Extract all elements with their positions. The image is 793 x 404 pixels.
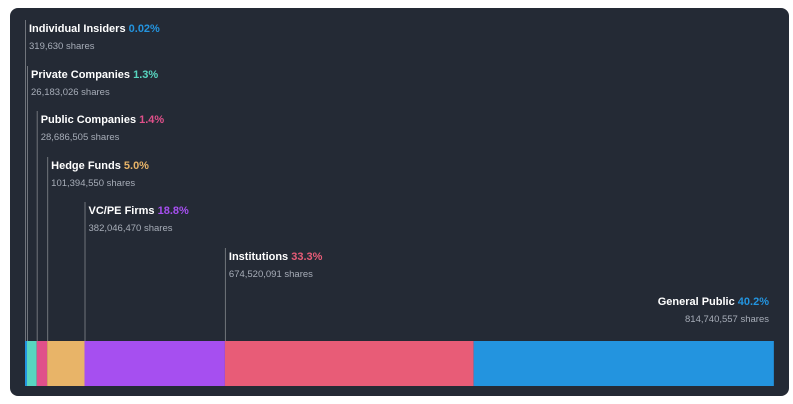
bar-vc-pe-firms [84, 341, 225, 386]
ownership-chart: Individual Insiders 0.02% 319,630 shares P… [25, 20, 774, 386]
segment-name: Private Companies [31, 69, 133, 81]
segment-percent: 40.2% [738, 296, 769, 308]
segment-name: Hedge Funds [51, 160, 124, 172]
segment-name: Individual Insiders [29, 23, 129, 35]
bar-hedge-funds [47, 341, 85, 386]
bar-individual-insiders [25, 341, 27, 386]
segment-title: Private Companies 1.3% [31, 69, 158, 81]
bar-institutions [224, 341, 474, 386]
segment-title: VC/PE Firms 18.8% [89, 205, 189, 217]
segment-percent: 33.3% [291, 251, 322, 263]
segment-percent: 1.4% [139, 114, 164, 126]
segment-title: Institutions 33.3% [229, 251, 323, 263]
segment-percent: 18.8% [158, 205, 189, 217]
segment-percent: 5.0% [124, 160, 149, 172]
bar-public-companies [36, 341, 48, 386]
label-general-public: General Public 40.2% 814,740,557 shares [658, 296, 770, 325]
segment-title: General Public 40.2% [658, 296, 770, 308]
segment-shares: 101,394,550 shares [51, 178, 135, 189]
segment-title: Individual Insiders 0.02% [29, 23, 160, 35]
segment-shares: 382,046,470 shares [89, 223, 173, 234]
segment-shares: 814,740,557 shares [685, 314, 769, 325]
ownership-breakdown-card: Individual Insiders 0.02% 319,630 shares P… [10, 8, 789, 396]
segment-shares: 28,686,505 shares [41, 132, 120, 143]
bar-general-public [473, 341, 774, 386]
label-public-companies: Public Companies 1.4% 28,686,505 shares [41, 114, 165, 143]
segment-shares: 26,183,026 shares [31, 87, 110, 98]
segment-name: Public Companies [41, 114, 139, 126]
segment-title: Hedge Funds 5.0% [51, 160, 149, 172]
label-private-companies: Private Companies 1.3% 26,183,026 shares [31, 69, 158, 98]
segment-name: General Public [658, 296, 738, 308]
label-vc-pe-firms: VC/PE Firms 18.8% 382,046,470 shares [89, 205, 189, 234]
segment-percent: 0.02% [129, 23, 160, 35]
segment-shares: 674,520,091 shares [229, 269, 313, 280]
segment-percent: 1.3% [133, 69, 158, 81]
label-hedge-funds: Hedge Funds 5.0% 101,394,550 shares [51, 160, 149, 189]
bar-private-companies [27, 341, 37, 386]
segment-name: Institutions [229, 251, 291, 263]
segment-name: VC/PE Firms [89, 205, 158, 217]
segment-title: Public Companies 1.4% [41, 114, 165, 126]
label-institutions: Institutions 33.3% 674,520,091 shares [229, 251, 323, 280]
segment-shares: 319,630 shares [29, 41, 95, 52]
label-individual-insiders: Individual Insiders 0.02% 319,630 shares [29, 23, 160, 52]
